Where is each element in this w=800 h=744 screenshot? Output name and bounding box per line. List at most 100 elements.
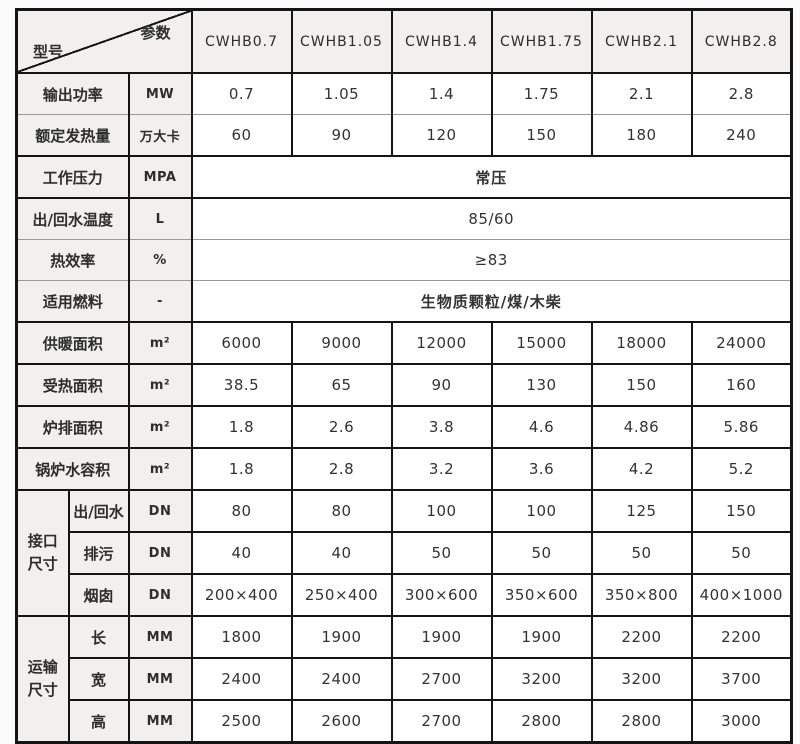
value-cell: 40 (291, 532, 393, 575)
value-cell: 100 (391, 490, 493, 533)
value-cell: 2200 (691, 616, 792, 659)
row-label: 炉排面积 (16, 406, 130, 449)
unit-cell: MPA (128, 156, 193, 199)
table-row-transport-width: 宽 MM 2400 2400 2700 3200 3200 3700 (17, 658, 792, 701)
sub-row-label: 宽 (68, 658, 130, 701)
value-cell: 350×800 (591, 574, 693, 617)
sub-row-label: 出/回水 (68, 490, 130, 533)
value-cell: 50 (491, 532, 593, 575)
table-row-grate-area: 炉排面积 m² 1.8 2.6 3.8 4.6 4.86 5.86 (16, 406, 792, 449)
value-cell: 240 (691, 114, 792, 157)
value-cell: 4.6 (491, 406, 593, 449)
value-cell: 120 (391, 114, 493, 157)
model-header: CWHB2.1 (591, 9, 693, 74)
span-value-cell: 生物质颗粒/煤/木柴 (191, 280, 792, 323)
value-cell: 40 (191, 532, 293, 575)
group-label-line: 接口 (27, 531, 58, 550)
row-label: 适用燃料 (16, 280, 130, 323)
value-cell: 100 (491, 490, 593, 533)
model-header: CWHB1.4 (391, 9, 493, 74)
table-row-working-pressure: 工作压力 MPA 常压 (16, 156, 792, 199)
row-label: 输出功率 (16, 73, 130, 115)
value-cell: 90 (391, 364, 493, 407)
value-cell: 65 (291, 364, 393, 407)
value-cell: 180 (591, 114, 693, 157)
value-cell: 2600 (291, 700, 393, 743)
value-cell: 0.7 (191, 73, 293, 115)
row-label: 热效率 (16, 239, 130, 281)
span-value-cell: 85/60 (191, 198, 792, 240)
value-cell: 50 (691, 532, 792, 575)
table-row-port-water: 接口 尺寸 出/回水 DN 80 80 100 100 125 150 (16, 490, 792, 617)
unit-cell: DN (128, 574, 193, 617)
value-cell: 3200 (491, 658, 593, 701)
model-header: CWHB0.7 (191, 9, 293, 74)
value-cell: 90 (291, 114, 393, 157)
value-cell: 50 (591, 532, 693, 575)
value-cell: 15000 (491, 322, 593, 365)
row-label: 出/回水温度 (16, 198, 130, 240)
value-cell: 5.2 (691, 448, 792, 491)
value-cell: 18000 (591, 322, 693, 365)
value-cell: 1800 (191, 616, 293, 659)
value-cell: 24000 (691, 322, 792, 365)
group-label-transport: 运输 尺寸 (16, 616, 70, 744)
value-cell: 125 (591, 490, 693, 533)
value-cell: 1.4 (391, 73, 493, 115)
row-label: 受热面积 (16, 364, 130, 407)
value-cell: 4.2 (591, 448, 693, 491)
value-cell: 2.6 (291, 406, 393, 449)
value-cell: 80 (291, 490, 393, 533)
unit-cell: 万大卡 (128, 114, 193, 157)
value-cell: 2400 (191, 658, 293, 701)
value-cell: 6000 (191, 322, 293, 365)
value-cell: 1900 (391, 616, 493, 659)
value-cell: 60 (191, 114, 293, 157)
value-cell: 1900 (291, 616, 393, 659)
spec-table-container: 参数 型号 CWHB0.7 CWHB1.05 CWHB1.4 CWHB1.75 … (15, 8, 793, 744)
value-cell: 12000 (391, 322, 493, 365)
table-row-water-temp: 出/回水温度 L 85/60 (16, 198, 792, 240)
table-row-port-drain: 排污 DN 40 40 50 50 50 50 (17, 532, 792, 575)
row-label: 额定发热量 (16, 114, 130, 157)
unit-cell: m² (128, 322, 193, 365)
value-cell: 38.5 (191, 364, 293, 407)
value-cell: 3.6 (491, 448, 593, 491)
table-row-water-volume: 锅炉水容积 m² 1.8 2.8 3.2 3.6 4.2 5.2 (16, 448, 792, 491)
corner-cell: 参数 型号 (16, 9, 193, 74)
group-label-line: 尺寸 (27, 555, 58, 573)
span-value-cell: ≥83 (191, 239, 792, 281)
value-cell: 4.86 (591, 406, 693, 449)
value-cell: 2.1 (591, 73, 693, 115)
value-cell: 150 (491, 114, 593, 157)
unit-cell: MW (128, 73, 193, 115)
value-cell: 3.8 (391, 406, 493, 449)
spec-table: 参数 型号 CWHB0.7 CWHB1.05 CWHB1.4 CWHB1.75 … (15, 8, 793, 744)
unit-cell: MM (128, 700, 193, 743)
value-cell: 50 (391, 532, 493, 575)
value-cell: 3.2 (391, 448, 493, 491)
group-label-line: 运输 (27, 657, 58, 676)
value-cell: 2700 (391, 658, 493, 701)
value-cell: 1.8 (191, 406, 293, 449)
table-row-transport-length: 运输 尺寸 长 MM 1800 1900 1900 1900 2200 2200 (16, 616, 792, 744)
value-cell: 250×400 (291, 574, 393, 617)
unit-cell: m² (128, 364, 193, 407)
value-cell: 2.8 (291, 448, 393, 491)
value-cell: 130 (491, 364, 593, 407)
row-label: 锅炉水容积 (16, 448, 130, 491)
sub-row-label: 烟囱 (68, 574, 130, 617)
model-header: CWHB1.05 (291, 9, 393, 74)
table-row-heated-surface: 受热面积 m² 38.5 65 90 130 150 160 (16, 364, 792, 407)
value-cell: 160 (691, 364, 792, 407)
value-cell: 9000 (291, 322, 393, 365)
value-cell: 1.75 (491, 73, 593, 115)
table-row-heating-area: 供暖面积 m² 6000 9000 12000 15000 18000 2400… (16, 322, 792, 365)
value-cell: 1.05 (291, 73, 393, 115)
value-cell: 2400 (291, 658, 393, 701)
value-cell: 3000 (691, 700, 792, 743)
value-cell: 150 (591, 364, 693, 407)
value-cell: 2200 (591, 616, 693, 659)
table-row-thermal-efficiency: 热效率 % ≥83 (16, 239, 792, 281)
unit-cell: MM (128, 658, 193, 701)
